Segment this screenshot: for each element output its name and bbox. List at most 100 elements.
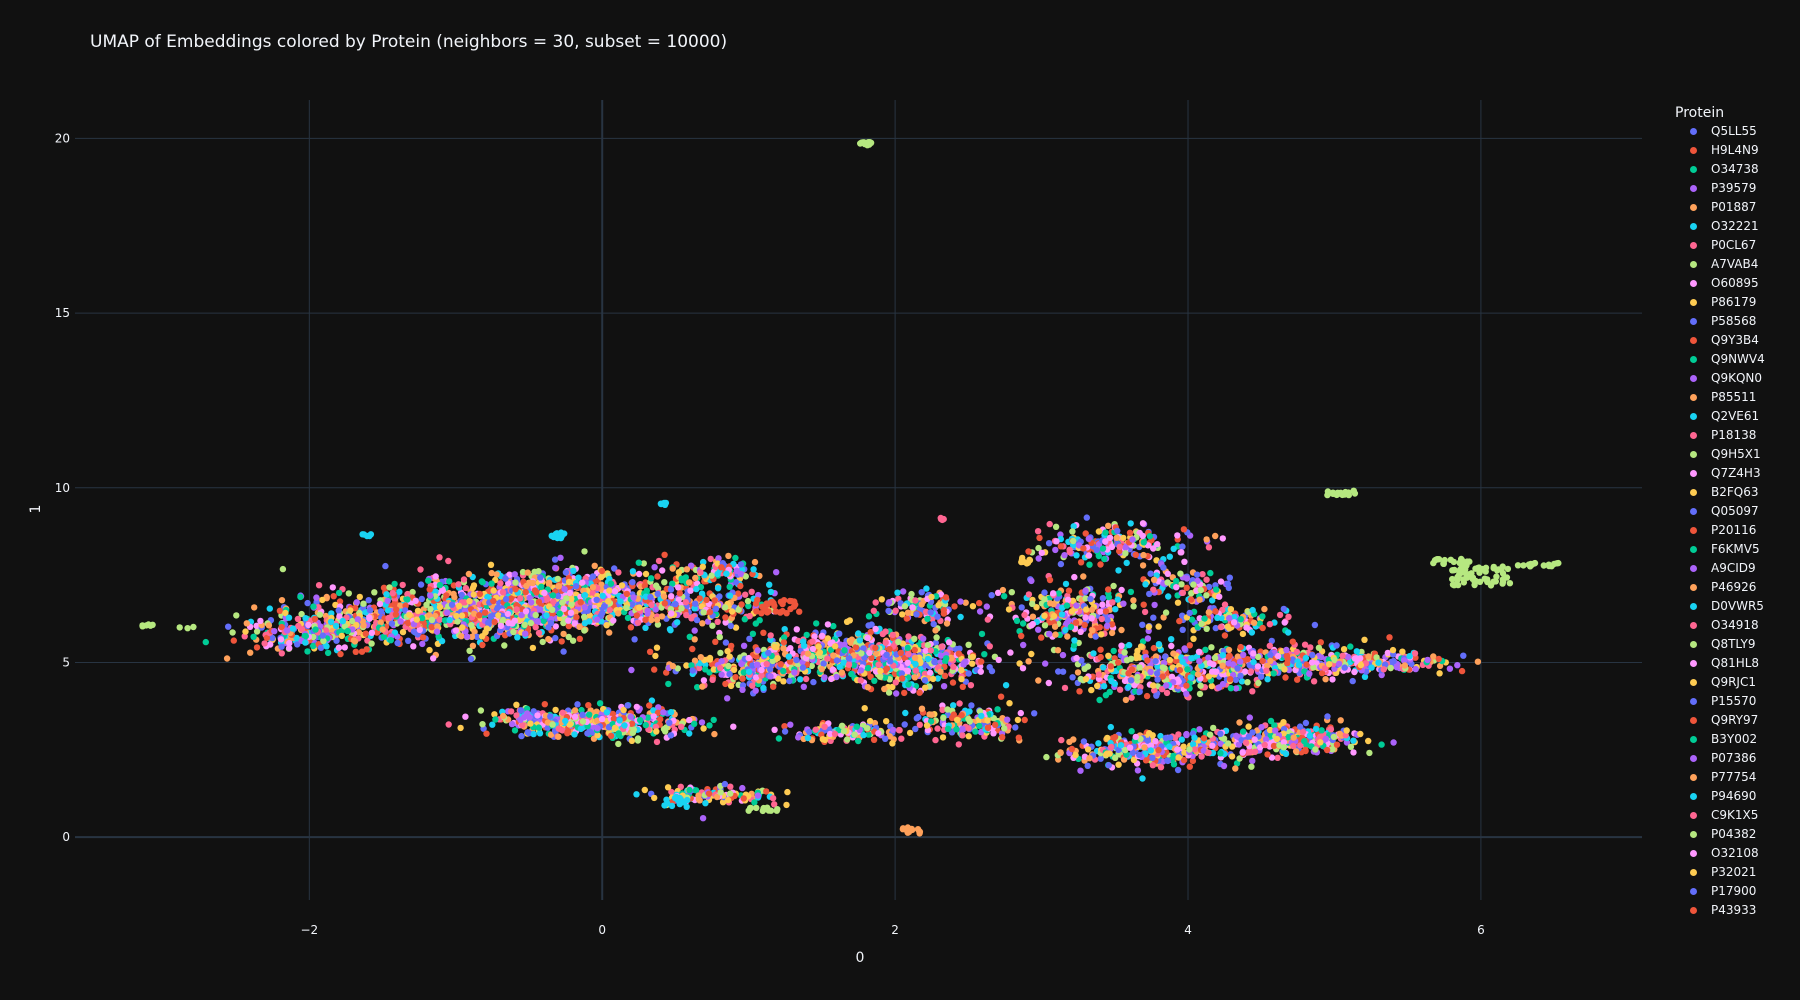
data-point [647,593,654,601]
data-point [1232,765,1239,772]
data-point [895,638,902,646]
data-point [696,595,703,602]
data-point [669,662,677,670]
data-point [1101,555,1108,563]
data-point [1025,548,1032,555]
data-point [585,702,592,709]
data-point [742,591,749,598]
data-point [739,784,746,792]
data-point [1120,756,1128,763]
data-point [250,633,257,640]
data-point [466,647,473,654]
data-point [302,632,309,640]
data-point [812,726,819,733]
data-point [746,635,753,642]
data-point [781,723,788,730]
data-point [687,587,694,594]
data-point [892,607,899,614]
data-point [1181,749,1188,756]
data-point [748,588,755,595]
data-point [568,600,575,607]
data-point [752,687,759,694]
data-point [484,593,491,601]
data-point [356,593,363,601]
data-point [978,712,985,720]
data-point [692,787,700,794]
data-point [787,721,794,728]
data-point [535,629,543,637]
data-point [1125,641,1133,649]
data-point [838,722,846,729]
data-point [1105,522,1112,529]
data-point [1128,728,1135,735]
data-point [818,666,825,673]
data-point [955,741,962,748]
data-point [304,648,311,655]
data-point [465,570,473,578]
data-point [366,607,374,614]
data-point [965,641,972,648]
data-point [277,636,285,643]
data-point [769,795,777,802]
data-point [903,615,910,622]
data-point [986,664,993,671]
data-point [934,613,941,620]
data-point [345,590,352,597]
data-point [861,705,868,712]
data-point [689,645,696,653]
data-point [694,684,701,691]
data-point [1104,622,1111,629]
data-point [247,649,254,656]
data-point [959,683,966,690]
data-point [1123,559,1130,567]
data-point [915,713,922,721]
data-point [298,626,306,633]
data-point [451,594,458,601]
data-point [902,709,909,717]
data-point [1217,750,1224,757]
data-point [283,627,291,634]
data-point [229,629,236,636]
data-point [508,708,515,715]
data-point [1264,751,1271,758]
data-point [886,676,893,683]
data-point [926,669,934,676]
data-point [518,732,525,740]
data-point [458,591,465,599]
data-point [567,609,575,616]
data-point [674,619,681,626]
data-point [1100,664,1107,671]
data-point [1073,654,1080,662]
data-point [1155,746,1162,754]
data-point [1112,606,1119,613]
data-point [332,622,340,630]
data-point [241,633,248,640]
data-point [938,643,945,650]
data-point [1140,601,1147,608]
data-point [1071,573,1078,581]
data-point [810,678,817,686]
data-point [725,662,732,670]
data-point [1140,551,1147,559]
data-point [1139,621,1146,628]
data-point [541,589,548,597]
data-point [911,646,918,654]
data-point [1139,520,1147,527]
data-point [347,607,354,614]
data-point [732,674,739,681]
data-point [428,624,435,631]
data-point [636,716,644,724]
data-point [251,604,258,611]
data-point [490,597,497,605]
data-point [581,604,588,611]
data-point [846,655,853,662]
data-point [686,633,693,640]
data-point [780,645,787,652]
data-point [1052,523,1060,530]
data-point [1050,612,1058,620]
data-point [725,552,732,560]
data-point [793,656,800,664]
data-point [510,628,517,636]
data-point [921,677,929,684]
